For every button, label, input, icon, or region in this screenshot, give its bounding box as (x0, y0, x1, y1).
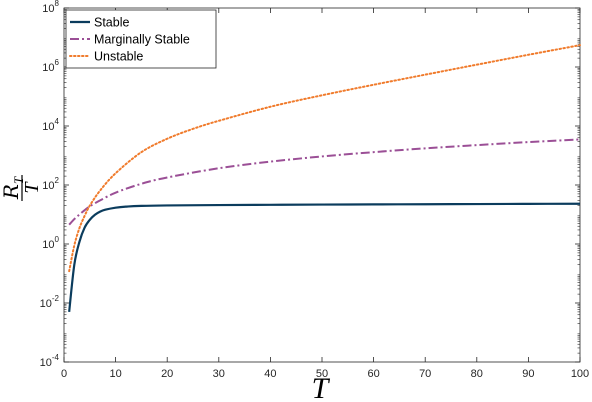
x-tick-label: 10 (109, 368, 121, 380)
y-tick-label: 102 (42, 176, 59, 192)
y-tick-label: 108 (42, 0, 59, 15)
series-line-marginally-stable (68, 138, 581, 226)
series-line-stable (68, 202, 581, 312)
series-layer (68, 44, 581, 312)
y-axis-label-numerator: RT (0, 176, 26, 200)
series-line-unstable (68, 44, 581, 273)
y-tick-label: 10-4 (40, 353, 60, 369)
x-tick-label: 0 (61, 368, 67, 380)
x-tick-label: 60 (367, 368, 379, 380)
y-tick-label: 10-2 (40, 294, 60, 310)
tick-labels-layer: 0 10 20 30 40 50 60 70 80 90 100 10-4 10-2 100 102 104 1… (40, 0, 590, 380)
legend-label-stable: Stable (94, 16, 129, 30)
legend-label-unstable: Unstable (94, 50, 143, 64)
x-tick-label: 20 (161, 368, 173, 380)
y-tick-label: 106 (42, 58, 59, 74)
legend-box (65, 9, 217, 69)
x-axis-label: T (312, 372, 331, 402)
x-tick-label: 50 (316, 368, 328, 380)
legend-label-marginally-stable: Marginally Stable (94, 33, 190, 47)
x-tick-label: 40 (264, 368, 276, 380)
y-tick-label: 104 (42, 117, 59, 133)
y-axis-label: RT T (0, 175, 43, 201)
x-tick-label: 30 (213, 368, 225, 380)
x-tick-label: 70 (419, 368, 431, 380)
legend: Stable Marginally Stable Unstable (65, 9, 217, 69)
y-axis-label-denominator: T (21, 181, 43, 194)
y-tick-label: 100 (42, 235, 59, 251)
x-tick-label: 90 (522, 368, 534, 380)
axes-layer (63, 7, 581, 363)
x-tick-label: 80 (471, 368, 483, 380)
x-tick-label: 100 (571, 368, 589, 380)
